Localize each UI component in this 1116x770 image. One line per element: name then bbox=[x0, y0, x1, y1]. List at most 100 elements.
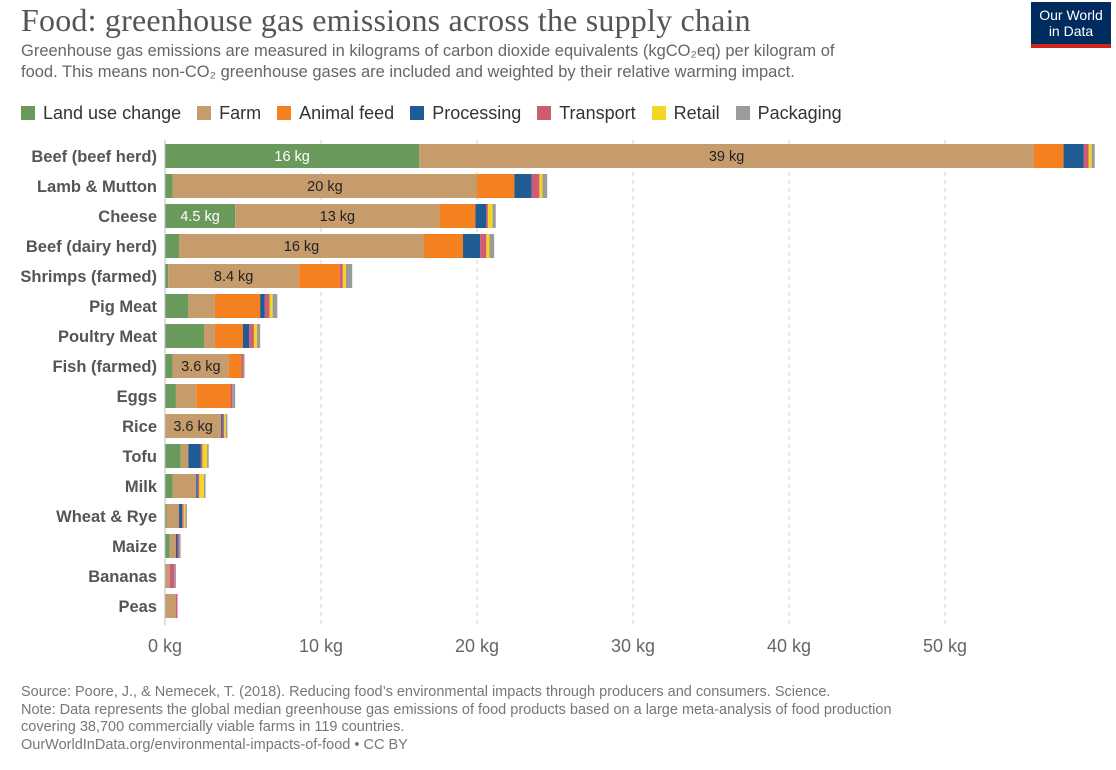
bar-segment bbox=[475, 204, 487, 228]
subtitle-line-2: food. This means non-CO₂ greenhouse gase… bbox=[21, 63, 795, 81]
category-label: Eggs bbox=[117, 388, 157, 406]
bar-segment bbox=[168, 264, 300, 288]
bar-segment bbox=[477, 174, 515, 198]
bar-segment bbox=[230, 384, 233, 408]
legend-swatch-packaging bbox=[735, 106, 750, 120]
bar-segment bbox=[169, 564, 175, 588]
bar-segment bbox=[196, 384, 231, 408]
bar-segment bbox=[165, 564, 170, 588]
bar-segment bbox=[165, 444, 181, 468]
logo-line-1: Our World bbox=[1039, 7, 1103, 23]
x-tick-label: 50 kg bbox=[923, 636, 967, 656]
bar-segment bbox=[241, 354, 243, 378]
bar-segment bbox=[243, 324, 250, 348]
legend-item-packaging[interactable]: Packaging bbox=[735, 103, 842, 124]
data-label: 8.4 kg bbox=[214, 269, 254, 285]
bar-segment bbox=[228, 354, 242, 378]
bar-segment bbox=[339, 264, 343, 288]
our-world-in-data-logo[interactable]: Our World in Data bbox=[1031, 2, 1111, 48]
category-label: Beef (beef herd) bbox=[31, 148, 157, 166]
bar-segment bbox=[1088, 144, 1092, 168]
legend-item-processing[interactable]: Processing bbox=[410, 103, 521, 124]
bar-segment bbox=[272, 294, 278, 318]
x-tick-label: 40 kg bbox=[767, 636, 811, 656]
legend-item-transport[interactable]: Transport bbox=[537, 103, 636, 124]
bar-segment bbox=[172, 174, 478, 198]
bar-segment bbox=[165, 234, 180, 258]
legend-swatch-animal-feed bbox=[277, 106, 292, 120]
data-label: 16 kg bbox=[274, 149, 309, 165]
bar-segment bbox=[182, 504, 184, 528]
legend-swatch-farm bbox=[197, 106, 212, 120]
legend-item-farm[interactable]: Farm bbox=[197, 103, 261, 124]
bar-segment bbox=[542, 174, 548, 198]
bar-segment bbox=[200, 444, 203, 468]
legend-label-retail: Retail bbox=[673, 102, 720, 123]
bar-segment bbox=[462, 234, 481, 258]
bar-segment bbox=[175, 534, 178, 558]
x-tick-label: 20 kg bbox=[455, 636, 499, 656]
bar-segment bbox=[489, 234, 495, 258]
bar-segment bbox=[486, 234, 490, 258]
bar-segment bbox=[196, 474, 198, 498]
legend-label-land-use-change: Land use change bbox=[43, 102, 182, 123]
bar-segment bbox=[539, 174, 543, 198]
legend-swatch-retail bbox=[651, 106, 666, 120]
bar-segment bbox=[204, 474, 206, 498]
legend-item-land-use-change[interactable]: Land use change bbox=[21, 103, 181, 124]
category-label: Peas bbox=[118, 598, 157, 616]
bar-segment bbox=[174, 564, 176, 588]
x-tick-label: 30 kg bbox=[611, 636, 655, 656]
bar-segment bbox=[172, 474, 197, 498]
bar-segment bbox=[487, 204, 493, 228]
bar-segment bbox=[1091, 144, 1095, 168]
legend-swatch-land-use-change bbox=[21, 106, 35, 120]
bar-segment bbox=[165, 174, 173, 198]
bar-segment bbox=[175, 384, 197, 408]
bar-segment bbox=[221, 414, 223, 438]
bar-segment bbox=[179, 234, 424, 258]
bar-segment bbox=[165, 294, 189, 318]
bar-segment bbox=[1063, 144, 1084, 168]
bar-segment bbox=[269, 294, 273, 318]
bar-segment bbox=[264, 294, 270, 318]
bar-segment bbox=[197, 474, 200, 498]
category-label: Tofu bbox=[122, 448, 157, 466]
bar-segment bbox=[232, 384, 236, 408]
category-label: Rice bbox=[122, 418, 157, 436]
category-label: Beef (dairy herd) bbox=[26, 238, 157, 256]
legend-item-retail[interactable]: Retail bbox=[651, 102, 720, 124]
legend-label-farm: Farm bbox=[219, 102, 262, 123]
url-text[interactable]: OurWorldInData.org/environmental-impacts… bbox=[21, 736, 408, 753]
stacked-bar-chart: 0 kg 10 kg 20 kg 30 kg 40 kg 50 kg Beef (beef … bbox=[20, 140, 1095, 656]
category-label: Poultry Meat bbox=[58, 328, 158, 346]
category-label: Bananas bbox=[88, 568, 157, 586]
bar-segment bbox=[166, 504, 180, 528]
bar-segment bbox=[243, 354, 245, 378]
bar-segment bbox=[486, 204, 488, 228]
bar-segment bbox=[207, 444, 209, 468]
bar-segment bbox=[175, 594, 178, 618]
logo-line-2: in Data bbox=[1048, 23, 1094, 39]
bar-segment bbox=[419, 144, 1034, 168]
bar-segment bbox=[299, 264, 340, 288]
bar-segment bbox=[165, 504, 167, 528]
legend-item-animal-feed[interactable]: Animal feed bbox=[277, 103, 394, 124]
category-label: Shrimps (farmed) bbox=[20, 268, 157, 286]
bar-segment bbox=[188, 444, 201, 468]
category-label: Milk bbox=[125, 478, 158, 496]
bar-segment bbox=[345, 264, 353, 288]
bar-segment bbox=[423, 234, 463, 258]
x-tick-label: 10 kg bbox=[299, 636, 343, 656]
data-label: 4.5 kg bbox=[180, 209, 220, 225]
bar-segment bbox=[492, 204, 496, 228]
source-text: Source: Poore, J., & Nemecek, T. (2018).… bbox=[21, 684, 831, 700]
bar-segment bbox=[202, 444, 208, 468]
bar-segment bbox=[225, 414, 228, 438]
bar-segment bbox=[224, 414, 226, 438]
category-label: Fish (farmed) bbox=[52, 358, 157, 376]
bar-segment bbox=[531, 174, 540, 198]
x-tick-label: 0 kg bbox=[148, 636, 182, 656]
category-label: Lamb & Mutton bbox=[37, 178, 157, 196]
category-label: Cheese bbox=[98, 208, 157, 226]
